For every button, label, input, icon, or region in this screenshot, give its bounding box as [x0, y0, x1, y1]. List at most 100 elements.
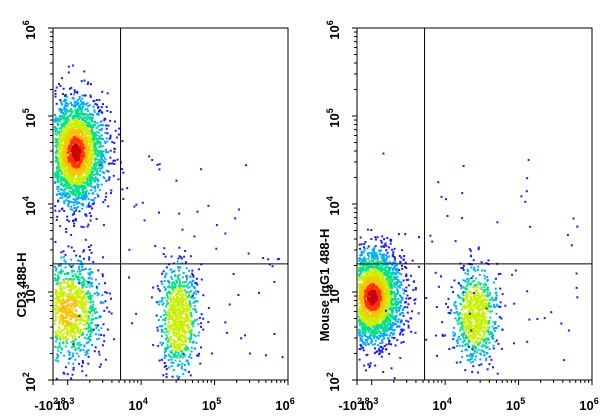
event-point: [87, 340, 90, 343]
event-point: [189, 311, 192, 314]
event-point: [89, 94, 92, 97]
event-point: [91, 175, 93, 178]
event-point: [164, 355, 167, 358]
event-point: [65, 337, 68, 340]
event-point: [88, 276, 91, 279]
event-point: [85, 124, 88, 126]
event-point: [59, 135, 62, 138]
event-point: [72, 303, 74, 305]
event-point: [133, 205, 136, 208]
event-point: [99, 140, 101, 143]
event-point: [70, 155, 72, 157]
event-point: [61, 132, 64, 135]
event-point: [67, 110, 70, 113]
event-point: [178, 322, 180, 325]
events-layer: [358, 152, 579, 380]
event-point: [74, 156, 77, 158]
event-point: [83, 328, 85, 331]
event-point: [75, 206, 78, 209]
event-point: [84, 108, 87, 111]
event-point: [64, 130, 67, 133]
event-point: [59, 320, 62, 323]
event-point: [73, 151, 76, 154]
event-point: [64, 145, 67, 148]
event-point: [401, 309, 404, 311]
event-point: [104, 148, 107, 151]
event-point: [102, 224, 105, 227]
event-point: [389, 322, 392, 325]
event-point: [56, 277, 59, 280]
event-point: [62, 128, 64, 131]
event-point: [172, 369, 175, 372]
event-point: [60, 299, 63, 302]
event-point: [369, 270, 372, 273]
event-point: [190, 315, 193, 318]
event-point: [189, 335, 192, 338]
event-point: [79, 317, 82, 320]
event-point: [173, 341, 176, 344]
event-point: [163, 314, 166, 317]
event-point: [178, 291, 181, 294]
event-point: [162, 253, 165, 255]
event-point: [359, 343, 362, 346]
event-point: [383, 301, 386, 304]
event-point: [180, 335, 183, 337]
event-point: [107, 170, 110, 173]
event-point: [95, 158, 98, 161]
event-point: [78, 137, 81, 140]
event-point: [72, 366, 75, 369]
event-point: [104, 291, 107, 294]
event-point: [71, 213, 74, 216]
event-point: [65, 281, 68, 284]
event-point: [68, 195, 71, 198]
event-point: [75, 101, 78, 104]
event-point: [74, 193, 77, 196]
event-point: [58, 344, 61, 347]
event-point: [62, 329, 65, 332]
event-point: [181, 228, 184, 231]
event-point: [182, 307, 185, 310]
event-point: [165, 330, 168, 333]
event-point: [102, 154, 105, 157]
event-point: [178, 360, 181, 363]
event-point: [94, 179, 97, 182]
event-point: [79, 296, 82, 299]
event-point: [90, 156, 93, 159]
event-point: [182, 343, 185, 346]
event-point: [181, 262, 184, 265]
event-point: [371, 285, 374, 288]
y-tick-label: 105: [21, 108, 38, 127]
event-point: [72, 362, 75, 365]
event-point: [110, 189, 113, 192]
event-point: [72, 315, 75, 318]
event-point: [73, 225, 76, 227]
event-point: [155, 314, 158, 317]
event-point: [101, 171, 104, 174]
event-point: [79, 158, 82, 161]
event-point: [407, 324, 410, 327]
event-point: [107, 124, 110, 127]
event-point: [65, 322, 68, 325]
event-point: [72, 334, 75, 337]
event-point: [177, 307, 180, 310]
event-point: [59, 332, 62, 335]
event-point: [91, 185, 94, 188]
event-point: [99, 164, 102, 167]
event-point: [95, 218, 98, 220]
event-point: [79, 191, 82, 194]
event-point: [171, 271, 173, 274]
event-point: [79, 153, 82, 156]
event-point: [75, 172, 78, 175]
event-point: [172, 311, 174, 314]
event-point: [164, 349, 167, 352]
event-point: [170, 316, 173, 319]
event-point: [59, 115, 62, 117]
event-point: [94, 346, 97, 349]
event-point: [177, 292, 180, 295]
event-point: [98, 99, 101, 101]
event-point: [77, 275, 80, 278]
event-point: [170, 349, 173, 352]
event-point: [194, 335, 197, 338]
event-point: [164, 276, 167, 279]
event-point: [68, 293, 71, 295]
